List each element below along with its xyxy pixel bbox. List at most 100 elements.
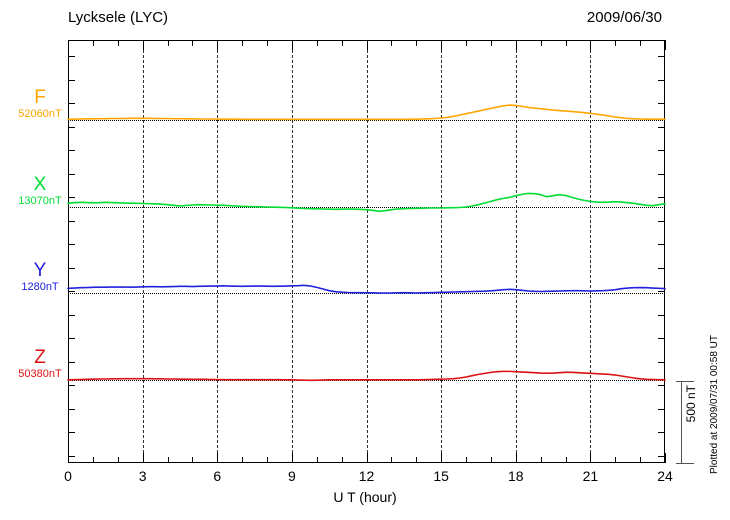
x-tick-bottom-6: [217, 453, 219, 463]
x-tick-top-10: [316, 40, 318, 46]
scale-bar: [676, 381, 694, 464]
y-tick-right: [658, 79, 665, 81]
y-tick-right: [658, 197, 665, 198]
x-tick-bottom-1: [92, 457, 94, 463]
grid-line-h12: [366, 40, 368, 463]
y-tick-left: [68, 220, 75, 222]
y-tick-right: [658, 338, 665, 339]
x-tick-top-14: [416, 40, 418, 46]
x-tick-bottom-15: [441, 453, 443, 463]
plot-area: [67, 40, 666, 463]
y-tick-left: [68, 197, 75, 198]
x-tick-top-20: [565, 40, 567, 46]
x-axis-title: U T (hour): [333, 489, 397, 505]
x-tick-label-12: 12: [358, 468, 375, 484]
x-tick-bottom-14: [416, 457, 418, 463]
x-tick-top-21: [590, 40, 592, 50]
grid-line-h15: [441, 40, 443, 463]
y-tick-right: [658, 314, 665, 316]
x-tick-top-23: [640, 40, 642, 46]
x-tick-bottom-20: [565, 457, 567, 463]
y-tick-left: [68, 291, 75, 292]
y-tick-left: [68, 126, 75, 128]
y-tick-left: [68, 432, 75, 433]
x-tick-top-3: [142, 40, 144, 50]
trace-layer: [67, 104, 666, 382]
x-tick-top-13: [391, 40, 393, 46]
scale-bar-top-cap: [676, 381, 694, 382]
baseline-X: [68, 207, 665, 208]
y-tick-left: [68, 244, 75, 245]
y-tick-left: [68, 150, 75, 151]
channel-baseline-value-Y: 1280nT: [21, 281, 59, 293]
x-tick-top-15: [441, 40, 443, 50]
x-tick-bottom-7: [242, 457, 244, 463]
y-tick-right: [658, 361, 665, 363]
x-tick-top-24: [665, 40, 666, 50]
x-tick-label-0: 0: [64, 468, 72, 484]
x-tick-top-12: [366, 40, 368, 50]
x-tick-top-9: [291, 40, 293, 50]
x-tick-bottom-19: [540, 457, 542, 463]
scale-bar-bottom-cap: [676, 463, 694, 464]
x-tick-bottom-18: [515, 453, 517, 463]
baseline-F: [68, 120, 665, 121]
x-tick-top-16: [466, 40, 467, 46]
plotted-timestamp: Plotted at 2009/07/31 00:58 UT: [709, 335, 720, 474]
y-tick-right: [658, 244, 665, 245]
grid-line-h9: [291, 40, 293, 463]
x-tick-bottom-0: [68, 453, 69, 463]
y-tick-left: [68, 173, 75, 175]
y-tick-left: [68, 385, 75, 386]
x-tick-top-0: [68, 40, 69, 50]
x-tick-label-24: 24: [657, 468, 673, 484]
y-tick-right: [658, 455, 665, 457]
y-tick-left: [68, 79, 75, 81]
x-tick-top-6: [217, 40, 219, 50]
x-tick-top-7: [242, 40, 244, 46]
scale-bar-line: [681, 381, 682, 464]
y-tick-left: [68, 455, 75, 457]
y-tick-right: [658, 432, 665, 433]
channel-label-Y: Y: [33, 260, 47, 281]
trace-Z: [67, 370, 666, 382]
y-tick-right: [658, 385, 665, 386]
y-tick-left: [68, 314, 75, 316]
x-tick-label-3: 3: [138, 468, 147, 484]
x-tick-bottom-10: [316, 457, 318, 463]
y-tick-left: [68, 408, 75, 410]
x-tick-top-2: [117, 40, 119, 46]
trace-X: [67, 192, 666, 213]
x-tick-bottom-8: [267, 457, 268, 463]
x-tick-bottom-17: [490, 457, 492, 463]
x-tick-label-21: 21: [582, 468, 599, 484]
y-tick-right: [658, 56, 665, 57]
x-tick-bottom-9: [291, 453, 293, 463]
x-tick-top-19: [540, 40, 542, 46]
x-tick-bottom-16: [466, 457, 467, 463]
date-label: 2009/06/30: [586, 9, 662, 26]
channel-baseline-value-X: 13070nT: [18, 195, 62, 207]
grid-line-h3: [142, 40, 144, 463]
y-tick-right: [658, 173, 665, 175]
x-tick-label-15: 15: [433, 468, 449, 484]
grid-line-h18: [515, 40, 517, 463]
channel-baseline-value-Z: 50380nT: [18, 368, 62, 380]
y-tick-left: [68, 338, 75, 339]
y-tick-right: [658, 126, 665, 128]
x-tick-label-18: 18: [507, 468, 524, 484]
x-tick-bottom-5: [192, 457, 194, 463]
x-tick-bottom-12: [366, 453, 368, 463]
y-tick-left: [68, 103, 75, 104]
y-tick-left: [68, 56, 75, 57]
y-tick-right: [658, 103, 665, 104]
trace-F: [67, 104, 666, 121]
x-tick-top-22: [615, 40, 617, 46]
x-tick-bottom-23: [640, 457, 642, 463]
x-tick-bottom-21: [590, 453, 592, 463]
x-tick-label-6: 6: [213, 468, 222, 484]
y-tick-left: [68, 361, 75, 363]
page-title: Lycksele (LYC): [68, 9, 169, 26]
trace-Y: [67, 284, 666, 294]
x-tick-bottom-13: [391, 457, 393, 463]
